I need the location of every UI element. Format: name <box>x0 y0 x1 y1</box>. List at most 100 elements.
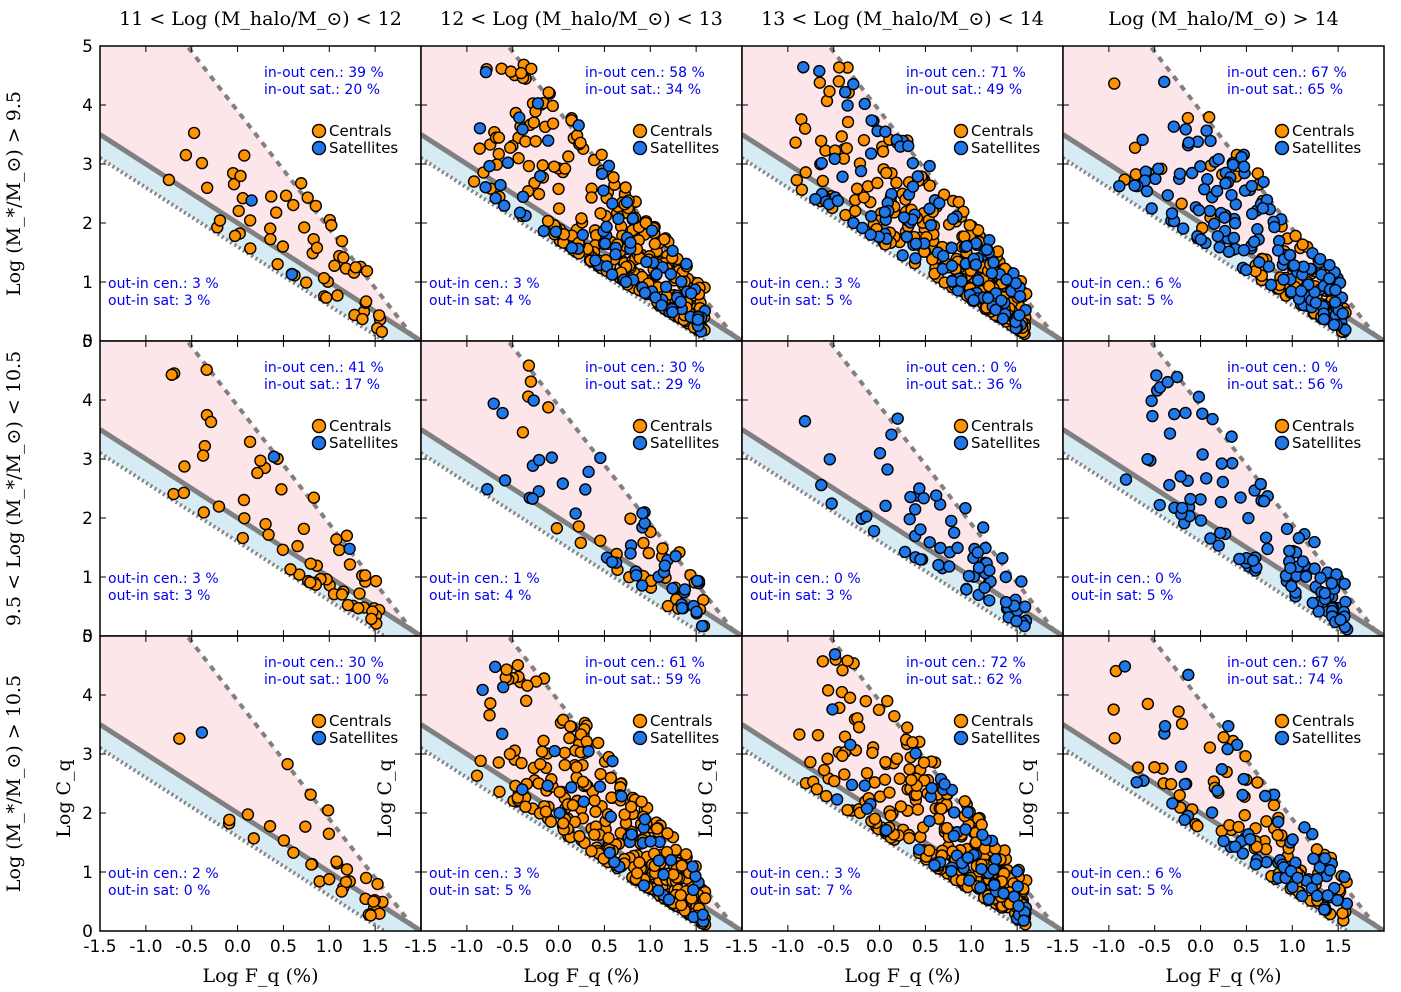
satellite-point <box>1237 772 1250 786</box>
central-point <box>474 754 487 768</box>
in-out-sat-label: in-out sat.: 34 % <box>585 82 701 98</box>
legend-centrals-label: Centrals <box>329 122 392 140</box>
central-point <box>821 684 835 697</box>
central-point <box>878 773 892 786</box>
legend-centrals-marker <box>953 713 969 729</box>
central-point <box>558 746 572 759</box>
y-tick-label: 2 <box>82 509 93 529</box>
satellite-point <box>658 559 672 572</box>
central-point <box>595 148 608 161</box>
central-point <box>241 808 255 821</box>
x-tick-label: -1.0 <box>129 937 162 957</box>
central-point <box>1181 111 1195 125</box>
central-point <box>275 483 288 496</box>
central-point <box>558 758 571 772</box>
central-point <box>871 176 884 190</box>
central-point <box>473 142 486 155</box>
satellite-point <box>924 218 938 232</box>
x-axis-label: Log F_q (%) <box>523 965 639 987</box>
column-title: Log (M_halo/M_⊙) > 14 <box>1108 8 1339 30</box>
central-point <box>537 734 550 747</box>
x-tick-label: 0.0 <box>866 937 893 957</box>
central-point <box>574 136 587 149</box>
satellite-point <box>938 777 951 791</box>
satellite-point <box>1000 273 1013 286</box>
satellite-point <box>955 274 968 288</box>
central-point <box>901 721 914 734</box>
central-point <box>816 174 830 188</box>
satellite-point <box>612 212 625 226</box>
y-axis-label: Log C_q <box>1016 759 1038 837</box>
satellite-point <box>828 648 842 661</box>
satellite-point <box>1228 840 1242 853</box>
y-tick-label: 4 <box>82 686 93 706</box>
satellite-point <box>1325 577 1338 590</box>
central-point <box>589 805 602 818</box>
satellite-point <box>1286 833 1299 846</box>
satellite-point <box>640 255 653 269</box>
satellite-point <box>1243 833 1257 846</box>
satellite-point <box>494 178 507 192</box>
satellite-point <box>1225 457 1239 470</box>
satellite-point <box>923 159 936 173</box>
central-point <box>604 771 618 785</box>
central-point <box>1148 761 1161 774</box>
satellite-point <box>516 190 530 204</box>
central-point <box>675 859 688 872</box>
satellite-point <box>1215 763 1229 776</box>
out-in-cen-label: out-in cen.: 1 % <box>429 571 540 587</box>
satellite-point <box>664 853 678 867</box>
satellite-point <box>1196 407 1209 420</box>
satellite-point <box>1222 719 1235 733</box>
out-in-sat-label: out-in sat: 4 % <box>429 588 531 604</box>
in-out-sat-label: in-out sat.: 62 % <box>906 672 1022 688</box>
solid-line <box>421 427 742 636</box>
central-point <box>343 558 357 571</box>
satellite-point <box>1239 263 1253 277</box>
satellite-point <box>885 428 898 441</box>
central-point <box>832 61 846 74</box>
satellite-point <box>565 241 579 255</box>
panel: in-out cen.: 0 %in-out sat.: 56 % out-in … <box>1062 340 1385 637</box>
central-point <box>552 202 566 215</box>
out-in-sat-label: out-in sat: 5 % <box>1071 588 1173 604</box>
central-point <box>542 401 555 414</box>
satellite-point <box>844 738 857 752</box>
x-tick-label: -1.0 <box>450 937 483 957</box>
satellite-point <box>1246 554 1260 567</box>
out-in-sat-label: out-in sat: 7 % <box>750 883 852 899</box>
satellite-point <box>513 206 527 219</box>
legend-satellites-marker <box>953 140 969 156</box>
central-point <box>857 133 871 147</box>
satellite-point <box>1152 162 1165 175</box>
x-axis-label: Log F_q (%) <box>844 965 960 987</box>
satellite-point <box>975 862 988 876</box>
legend-centrals-marker <box>632 123 648 139</box>
satellite-point <box>942 560 956 573</box>
satellite-point <box>597 184 610 197</box>
central-point <box>963 219 976 232</box>
central-point <box>322 827 336 840</box>
satellite-point <box>245 194 258 207</box>
legend-satellites-label: Satellites <box>1292 434 1361 452</box>
satellite-point <box>606 197 619 210</box>
plot-area <box>742 46 1063 341</box>
panel: in-out cen.: 58 %in-out sat.: 34 % out-in… <box>420 45 743 342</box>
central-point <box>905 773 918 787</box>
central-point <box>335 885 348 898</box>
plot-area <box>100 636 421 931</box>
central-point <box>529 135 542 148</box>
central-point <box>1107 703 1120 716</box>
satellite-point <box>860 802 874 815</box>
central-point <box>1239 749 1252 763</box>
satellite-point <box>1128 179 1141 192</box>
satellite-point <box>959 501 972 515</box>
satellite-point <box>604 810 618 823</box>
satellite-point <box>343 542 356 555</box>
satellite-point <box>971 274 985 287</box>
satellite-point <box>1245 179 1258 193</box>
central-point <box>849 204 862 218</box>
satellite-point <box>898 545 912 559</box>
satellite-point <box>1163 478 1176 492</box>
